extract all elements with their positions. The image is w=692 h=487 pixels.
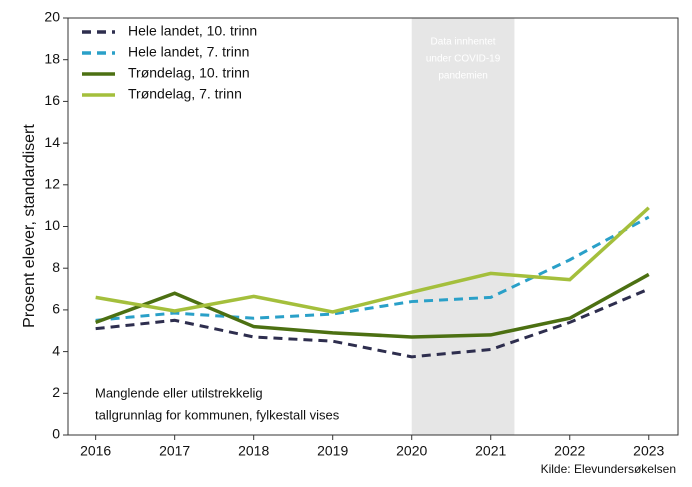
x-tick-label: 2021 <box>475 443 506 459</box>
x-tick-label: 2020 <box>396 443 427 459</box>
shaded-note: under COVID-19 <box>426 54 501 65</box>
legend-label: Trøndelag, 10. trinn <box>128 65 250 81</box>
y-tick-label: 16 <box>44 92 60 108</box>
y-axis-label: Prosent elever, standardisert <box>21 124 38 328</box>
x-tick-label: 2023 <box>633 443 664 459</box>
y-tick-label: 14 <box>44 134 60 150</box>
series-line <box>95 272 650 339</box>
y-tick-label: 2 <box>52 384 60 400</box>
x-tick-label: 2022 <box>554 443 585 459</box>
y-tick-label: 18 <box>44 50 60 66</box>
x-tick-label: 2018 <box>238 443 269 459</box>
y-tick-label: 20 <box>44 9 60 25</box>
y-tick-label: 6 <box>52 301 60 317</box>
series-line <box>95 215 650 322</box>
y-tick-label: 8 <box>52 259 60 275</box>
source: Kilde: Elevundersøkelsen <box>541 462 676 476</box>
note: tallgrunnlag for kommunen, fylkestall vi… <box>95 407 340 422</box>
y-tick-label: 0 <box>52 426 60 442</box>
x-tick-label: 2017 <box>159 443 190 459</box>
note: Manglende eller utilstrekkelig <box>95 385 263 400</box>
legend-label: Trøndelag, 7. trinn <box>128 86 242 102</box>
shaded-span <box>411 18 515 435</box>
x-tick-label: 2019 <box>317 443 348 459</box>
y-tick-label: 4 <box>52 342 60 358</box>
series-line <box>95 287 650 359</box>
x-tick-label: 2016 <box>80 443 111 459</box>
series-line <box>95 206 650 314</box>
y-tick-label: 10 <box>44 217 60 233</box>
y-tick-label: 12 <box>44 176 60 192</box>
shaded-note: Data innhentet <box>431 37 496 48</box>
shaded-note: pandemien <box>438 71 487 82</box>
legend-label: Hele landet, 10. trinn <box>128 23 257 39</box>
legend-label: Hele landet, 7. trinn <box>128 44 249 60</box>
